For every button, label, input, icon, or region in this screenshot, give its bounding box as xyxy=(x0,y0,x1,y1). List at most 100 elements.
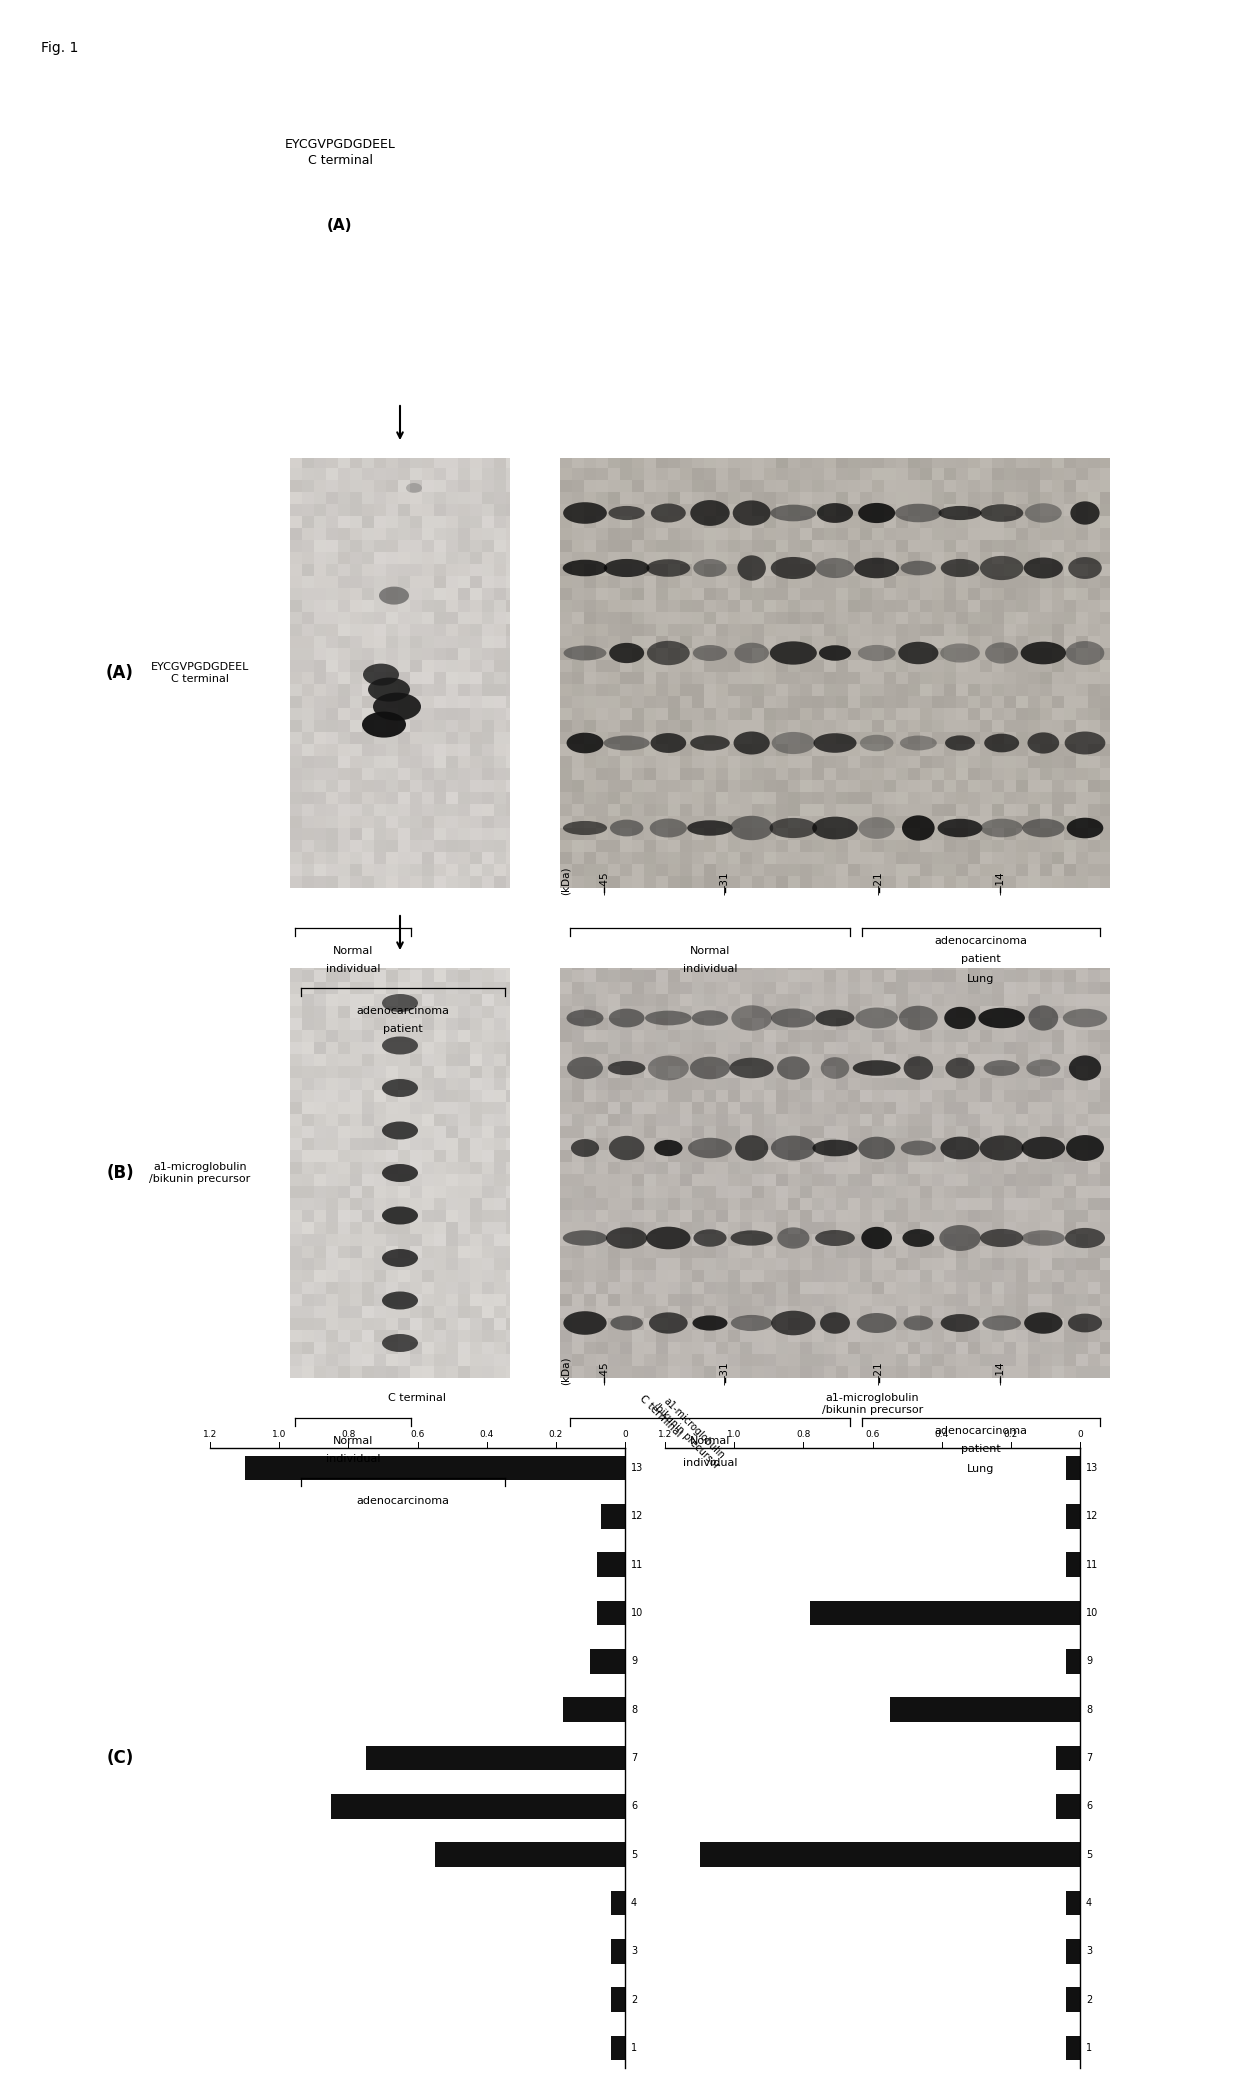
Bar xyxy=(787,1366,800,1378)
Bar xyxy=(764,1030,776,1043)
Bar xyxy=(848,539,861,552)
Bar xyxy=(362,720,374,732)
Bar xyxy=(956,755,968,768)
Bar xyxy=(920,720,932,732)
Bar xyxy=(764,1078,776,1091)
Bar xyxy=(764,552,776,564)
Bar xyxy=(350,1282,362,1294)
Ellipse shape xyxy=(604,736,650,751)
Bar xyxy=(584,707,596,720)
Bar xyxy=(422,661,434,671)
Bar xyxy=(374,1078,386,1091)
Bar xyxy=(836,648,848,661)
Bar xyxy=(920,1066,932,1078)
Bar xyxy=(374,552,386,564)
Bar xyxy=(1004,587,1016,600)
Bar xyxy=(1040,839,1052,852)
Bar xyxy=(704,623,715,636)
Bar xyxy=(470,504,482,516)
Bar xyxy=(1016,661,1028,671)
Bar xyxy=(812,1185,825,1198)
Ellipse shape xyxy=(1068,558,1102,579)
Bar xyxy=(956,587,968,600)
Bar xyxy=(422,1185,434,1198)
Bar xyxy=(992,1007,1004,1018)
Bar xyxy=(303,1259,314,1269)
Bar xyxy=(751,745,764,755)
Bar xyxy=(800,577,812,587)
Ellipse shape xyxy=(1022,1137,1065,1160)
Bar xyxy=(944,661,956,671)
Bar xyxy=(398,1305,410,1318)
Bar xyxy=(656,577,668,587)
Bar xyxy=(326,613,339,623)
Bar xyxy=(632,1259,644,1269)
Bar xyxy=(584,839,596,852)
Bar xyxy=(446,1366,458,1378)
Bar xyxy=(656,1198,668,1211)
Ellipse shape xyxy=(1022,1229,1065,1246)
Bar xyxy=(632,1353,644,1366)
Bar xyxy=(1016,768,1028,780)
Bar xyxy=(470,768,482,780)
Bar xyxy=(1004,816,1016,829)
Bar xyxy=(434,648,446,661)
Bar xyxy=(596,1211,608,1221)
Ellipse shape xyxy=(1068,1313,1102,1332)
Ellipse shape xyxy=(940,644,980,663)
Ellipse shape xyxy=(610,1315,642,1330)
Bar xyxy=(644,1175,656,1185)
Bar xyxy=(861,1066,872,1078)
Bar xyxy=(1100,852,1110,864)
Ellipse shape xyxy=(567,1057,603,1078)
Bar xyxy=(715,1053,728,1066)
Bar xyxy=(751,768,764,780)
Bar xyxy=(446,1198,458,1211)
Bar xyxy=(704,1318,715,1330)
Bar xyxy=(680,564,692,577)
Bar xyxy=(1087,852,1100,864)
Bar xyxy=(968,684,980,697)
Bar xyxy=(812,720,825,732)
Bar xyxy=(848,636,861,648)
Bar xyxy=(494,780,506,793)
Bar xyxy=(908,648,920,661)
Bar xyxy=(470,1007,482,1018)
Bar xyxy=(704,877,715,887)
Bar xyxy=(1016,780,1028,793)
Bar xyxy=(303,613,314,623)
Bar xyxy=(494,1269,506,1282)
Bar xyxy=(656,587,668,600)
Bar xyxy=(1004,1030,1016,1043)
Bar xyxy=(884,539,897,552)
Bar xyxy=(848,564,861,577)
Bar xyxy=(410,1137,422,1150)
Bar xyxy=(1028,1066,1040,1078)
Bar xyxy=(836,1101,848,1114)
Ellipse shape xyxy=(898,642,939,665)
Bar xyxy=(1100,816,1110,829)
Bar xyxy=(668,1030,680,1043)
Bar xyxy=(1016,1234,1028,1246)
Bar xyxy=(644,768,656,780)
Bar xyxy=(1064,1066,1076,1078)
Bar xyxy=(314,1030,326,1043)
Bar xyxy=(374,577,386,587)
Bar xyxy=(861,1043,872,1053)
Bar xyxy=(339,1043,350,1053)
Bar xyxy=(1052,1221,1064,1234)
Bar xyxy=(446,600,458,613)
Bar xyxy=(446,457,458,468)
Bar xyxy=(482,552,494,564)
Bar xyxy=(326,1091,339,1101)
Bar xyxy=(884,982,897,994)
Bar xyxy=(825,1234,836,1246)
Bar xyxy=(728,623,740,636)
Bar xyxy=(362,697,374,707)
Bar xyxy=(470,577,482,587)
Bar xyxy=(656,504,668,516)
Bar xyxy=(470,539,482,552)
Bar xyxy=(728,982,740,994)
Bar xyxy=(290,697,303,707)
Bar xyxy=(1087,1127,1100,1137)
